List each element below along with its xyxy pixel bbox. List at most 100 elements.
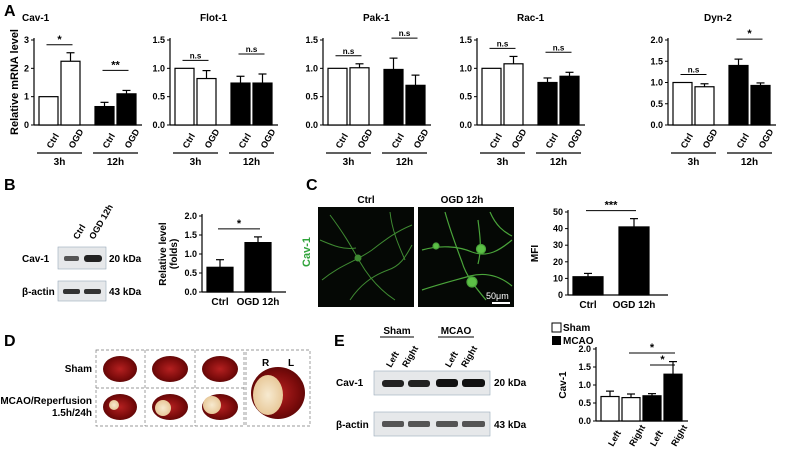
slices-frame-large bbox=[245, 349, 311, 427]
chart4-group-label-1: 12h bbox=[741, 157, 758, 168]
panel-label-d: D bbox=[4, 333, 16, 350]
panel-e-blot: Sham MCAO Left Right Left Right Cav-1 β-… bbox=[336, 326, 527, 437]
mcao-infarct-1 bbox=[109, 400, 119, 410]
panel-c-images: Ctrl OGD 12h Cav-1 50μm bbox=[301, 195, 514, 307]
chart7-cat-2: Left bbox=[648, 429, 665, 448]
chart2-title: Pak-1 bbox=[363, 13, 390, 24]
chart7-bar-3 bbox=[663, 373, 683, 422]
chart4-tick-label: 2.0 bbox=[650, 35, 663, 45]
chart2-cat-1: OGD bbox=[356, 127, 375, 150]
chart3-cat-1: OGD bbox=[510, 127, 529, 150]
chart7-tick-label: 1.5 bbox=[578, 362, 591, 372]
image-ctrl bbox=[318, 207, 414, 307]
chart3-title: Rac-1 bbox=[517, 13, 545, 24]
row-mcao: MCAO/Reperfusion bbox=[0, 396, 92, 407]
blot-b-cav1-band-ctrl bbox=[64, 256, 79, 261]
panel-label-c: C bbox=[306, 177, 318, 194]
chart1-bar-2 bbox=[230, 82, 251, 126]
chart0-sig-label-0: * bbox=[57, 34, 62, 46]
blot-e-group-mcao: MCAO bbox=[441, 326, 472, 337]
blot-b-cav1-band-ogd bbox=[84, 255, 102, 262]
chart6-bar-1 bbox=[618, 226, 650, 296]
blot-b-row-cav1: Cav-1 bbox=[22, 254, 50, 265]
chart2-group-label-0: 3h bbox=[343, 157, 355, 168]
chart1-bar-3 bbox=[252, 82, 273, 126]
chart7-tick-label: 1.0 bbox=[578, 380, 591, 390]
neurons-ctrl bbox=[319, 211, 413, 301]
panel-label-e: E bbox=[334, 333, 345, 350]
sham-slice-2 bbox=[152, 356, 188, 382]
chart2-bar-3 bbox=[405, 84, 426, 126]
chart0-tick-label: 2 bbox=[24, 63, 29, 73]
panel-label-a: A bbox=[4, 3, 16, 20]
mcao-slice-1 bbox=[103, 394, 137, 420]
sham-slice-1 bbox=[103, 356, 137, 382]
chart3-bar-0 bbox=[481, 67, 502, 126]
chart6-cat-0: Ctrl bbox=[579, 300, 596, 311]
chart2-group-label-1: 12h bbox=[396, 157, 413, 168]
chart0-title: Cav-1 bbox=[22, 13, 50, 24]
chart1-tick-label: 1.5 bbox=[152, 35, 165, 45]
chart7-ylabel: Cav-1 bbox=[558, 371, 569, 399]
chart5-ylabel: Relative level bbox=[158, 222, 169, 286]
sham-slice-3 bbox=[202, 356, 238, 382]
chart4-sig-label-1: * bbox=[747, 28, 752, 40]
chart0-group-label-0: 3h bbox=[54, 157, 66, 168]
chart4-cat-3: OGD bbox=[757, 127, 776, 150]
chart3-sig-label-1: n.s bbox=[553, 43, 565, 52]
chart2-sig-label-0: n.s bbox=[343, 47, 355, 56]
mcao-infarct-2 bbox=[155, 400, 171, 416]
chart7-tick-label: 0.5 bbox=[578, 398, 591, 408]
chart1-bar-0 bbox=[174, 67, 195, 126]
chart1-tick-label: 0.5 bbox=[152, 92, 165, 102]
chart4-tick-label: 1.5 bbox=[650, 56, 663, 66]
chart5-ylabel-2: (folds) bbox=[169, 239, 180, 270]
chart7-cat-1: Right bbox=[627, 423, 647, 448]
chart0-bar-0 bbox=[38, 96, 59, 126]
panel-a-ylabel: Relative mRNA level bbox=[9, 29, 21, 135]
chart1-sig-label-1: n.s bbox=[246, 45, 258, 54]
chart5-tick-label: 1.5 bbox=[184, 230, 197, 240]
img-header-ctrl: Ctrl bbox=[357, 195, 374, 206]
chart4-cat-1: OGD bbox=[701, 127, 720, 150]
blot-b-size-20: 20 kDa bbox=[109, 254, 142, 265]
chart4-tick-label: 1.0 bbox=[650, 78, 663, 88]
mcao-infarct-3 bbox=[203, 396, 221, 414]
chart1-tick-label: 0.0 bbox=[152, 120, 165, 130]
chart0-bar-3 bbox=[116, 93, 137, 126]
chart3-cat-2: Ctrl bbox=[544, 132, 560, 150]
chart0-cat-3: OGD bbox=[123, 127, 142, 150]
chart5-tick-label: 2.0 bbox=[184, 211, 197, 221]
blot-b-actin-band-ctrl bbox=[63, 289, 80, 294]
chart0-sig-label-1: ** bbox=[111, 59, 120, 71]
chart0-cat-0: Ctrl bbox=[45, 132, 61, 150]
chart2-bar-0 bbox=[327, 67, 348, 126]
chart5-bar-1 bbox=[244, 242, 272, 293]
chart6-tick-label: 30 bbox=[553, 240, 563, 250]
chart7-cat-3: Right bbox=[669, 423, 689, 448]
blot-b-lane-ogd: OGD 12h bbox=[87, 203, 115, 241]
chart6-tick-label: 0 bbox=[558, 290, 563, 300]
chart5-cat-0: Ctrl bbox=[211, 297, 228, 308]
chart7-bar-1 bbox=[621, 397, 641, 422]
legend-swatch-sham bbox=[551, 322, 562, 333]
chart6-ylabel: MFI bbox=[530, 245, 541, 262]
blot-e-size-43: 43 kDa bbox=[494, 420, 527, 431]
chart1-cat-2: Ctrl bbox=[237, 132, 253, 150]
chart6-tick-label: 20 bbox=[553, 257, 563, 267]
legend-swatch-mcao bbox=[552, 336, 561, 345]
chart7-cat-0: Left bbox=[606, 429, 623, 448]
blot-b-actin-membrane bbox=[57, 280, 107, 302]
scale-label: 50μm bbox=[486, 291, 509, 301]
legend-label-mcao: MCAO bbox=[563, 336, 594, 347]
hemi-l: L bbox=[288, 358, 294, 369]
chart1-sig-label-0: n.s bbox=[190, 51, 202, 60]
chart1-tick-label: 1.0 bbox=[152, 63, 165, 73]
chart3-group-label-0: 3h bbox=[497, 157, 509, 168]
chart7-bar-0 bbox=[600, 395, 620, 422]
chart6-sig-label-0: *** bbox=[605, 200, 619, 212]
chart2-tick-label: 1.5 bbox=[305, 35, 318, 45]
chart4-tick-label: 0.0 bbox=[650, 120, 663, 130]
chart2-tick-label: 0.0 bbox=[305, 120, 318, 130]
chart7-tick-label: 2.0 bbox=[578, 344, 591, 354]
